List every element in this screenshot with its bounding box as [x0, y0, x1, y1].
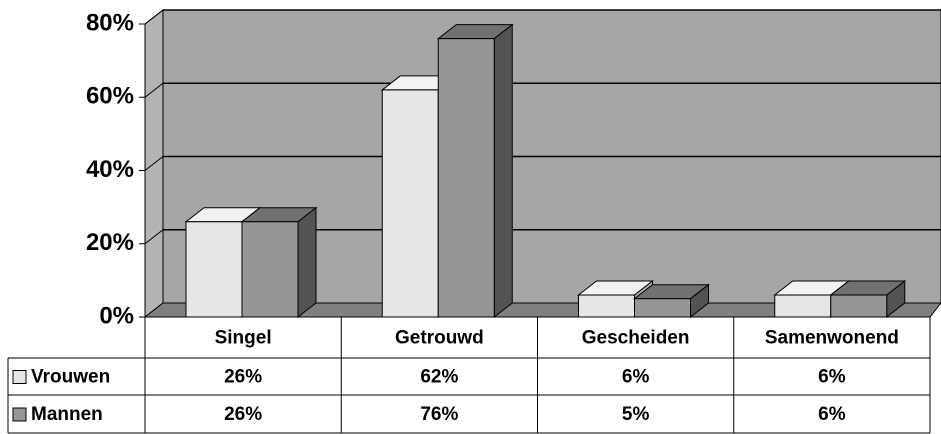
x-tick-label: Singel — [215, 328, 272, 349]
grid-line-side — [144, 156, 164, 171]
y-tick-label: 0% — [99, 302, 134, 329]
grid-line-side — [144, 9, 164, 25]
bar — [241, 221, 299, 318]
y-tick-label: 40% — [86, 156, 134, 183]
bar — [578, 294, 635, 318]
data-label: 6% — [622, 367, 650, 388]
data-label: 62% — [420, 367, 458, 388]
data-label: 26% — [224, 404, 262, 425]
grid-line-side — [144, 229, 164, 245]
bar — [381, 89, 439, 318]
data-label: 5% — [622, 404, 650, 425]
bar — [185, 221, 243, 318]
x-tick-label: Samenwonend — [765, 328, 899, 349]
bar — [634, 298, 691, 318]
y-tick-label: 80% — [86, 9, 134, 36]
data-label: 6% — [818, 404, 846, 425]
bar — [774, 294, 832, 318]
grid-line-side — [144, 82, 164, 98]
legend-key — [12, 407, 27, 422]
legend-label: Vrouwen — [31, 367, 110, 388]
bar-side — [493, 23, 513, 319]
legend-key — [12, 370, 27, 384]
x-tick-label: Getrouwd — [395, 328, 484, 349]
y-tick-label: 60% — [86, 83, 134, 110]
bar — [830, 294, 888, 318]
data-label: 26% — [224, 367, 262, 388]
bar — [437, 38, 495, 318]
data-label: 6% — [818, 367, 846, 388]
bar-side — [297, 206, 317, 319]
x-tick-label: Gescheiden — [582, 328, 690, 349]
y-tick-label: 20% — [86, 229, 134, 256]
legend-label: Mannen — [31, 404, 103, 425]
data-label: 76% — [420, 404, 458, 425]
